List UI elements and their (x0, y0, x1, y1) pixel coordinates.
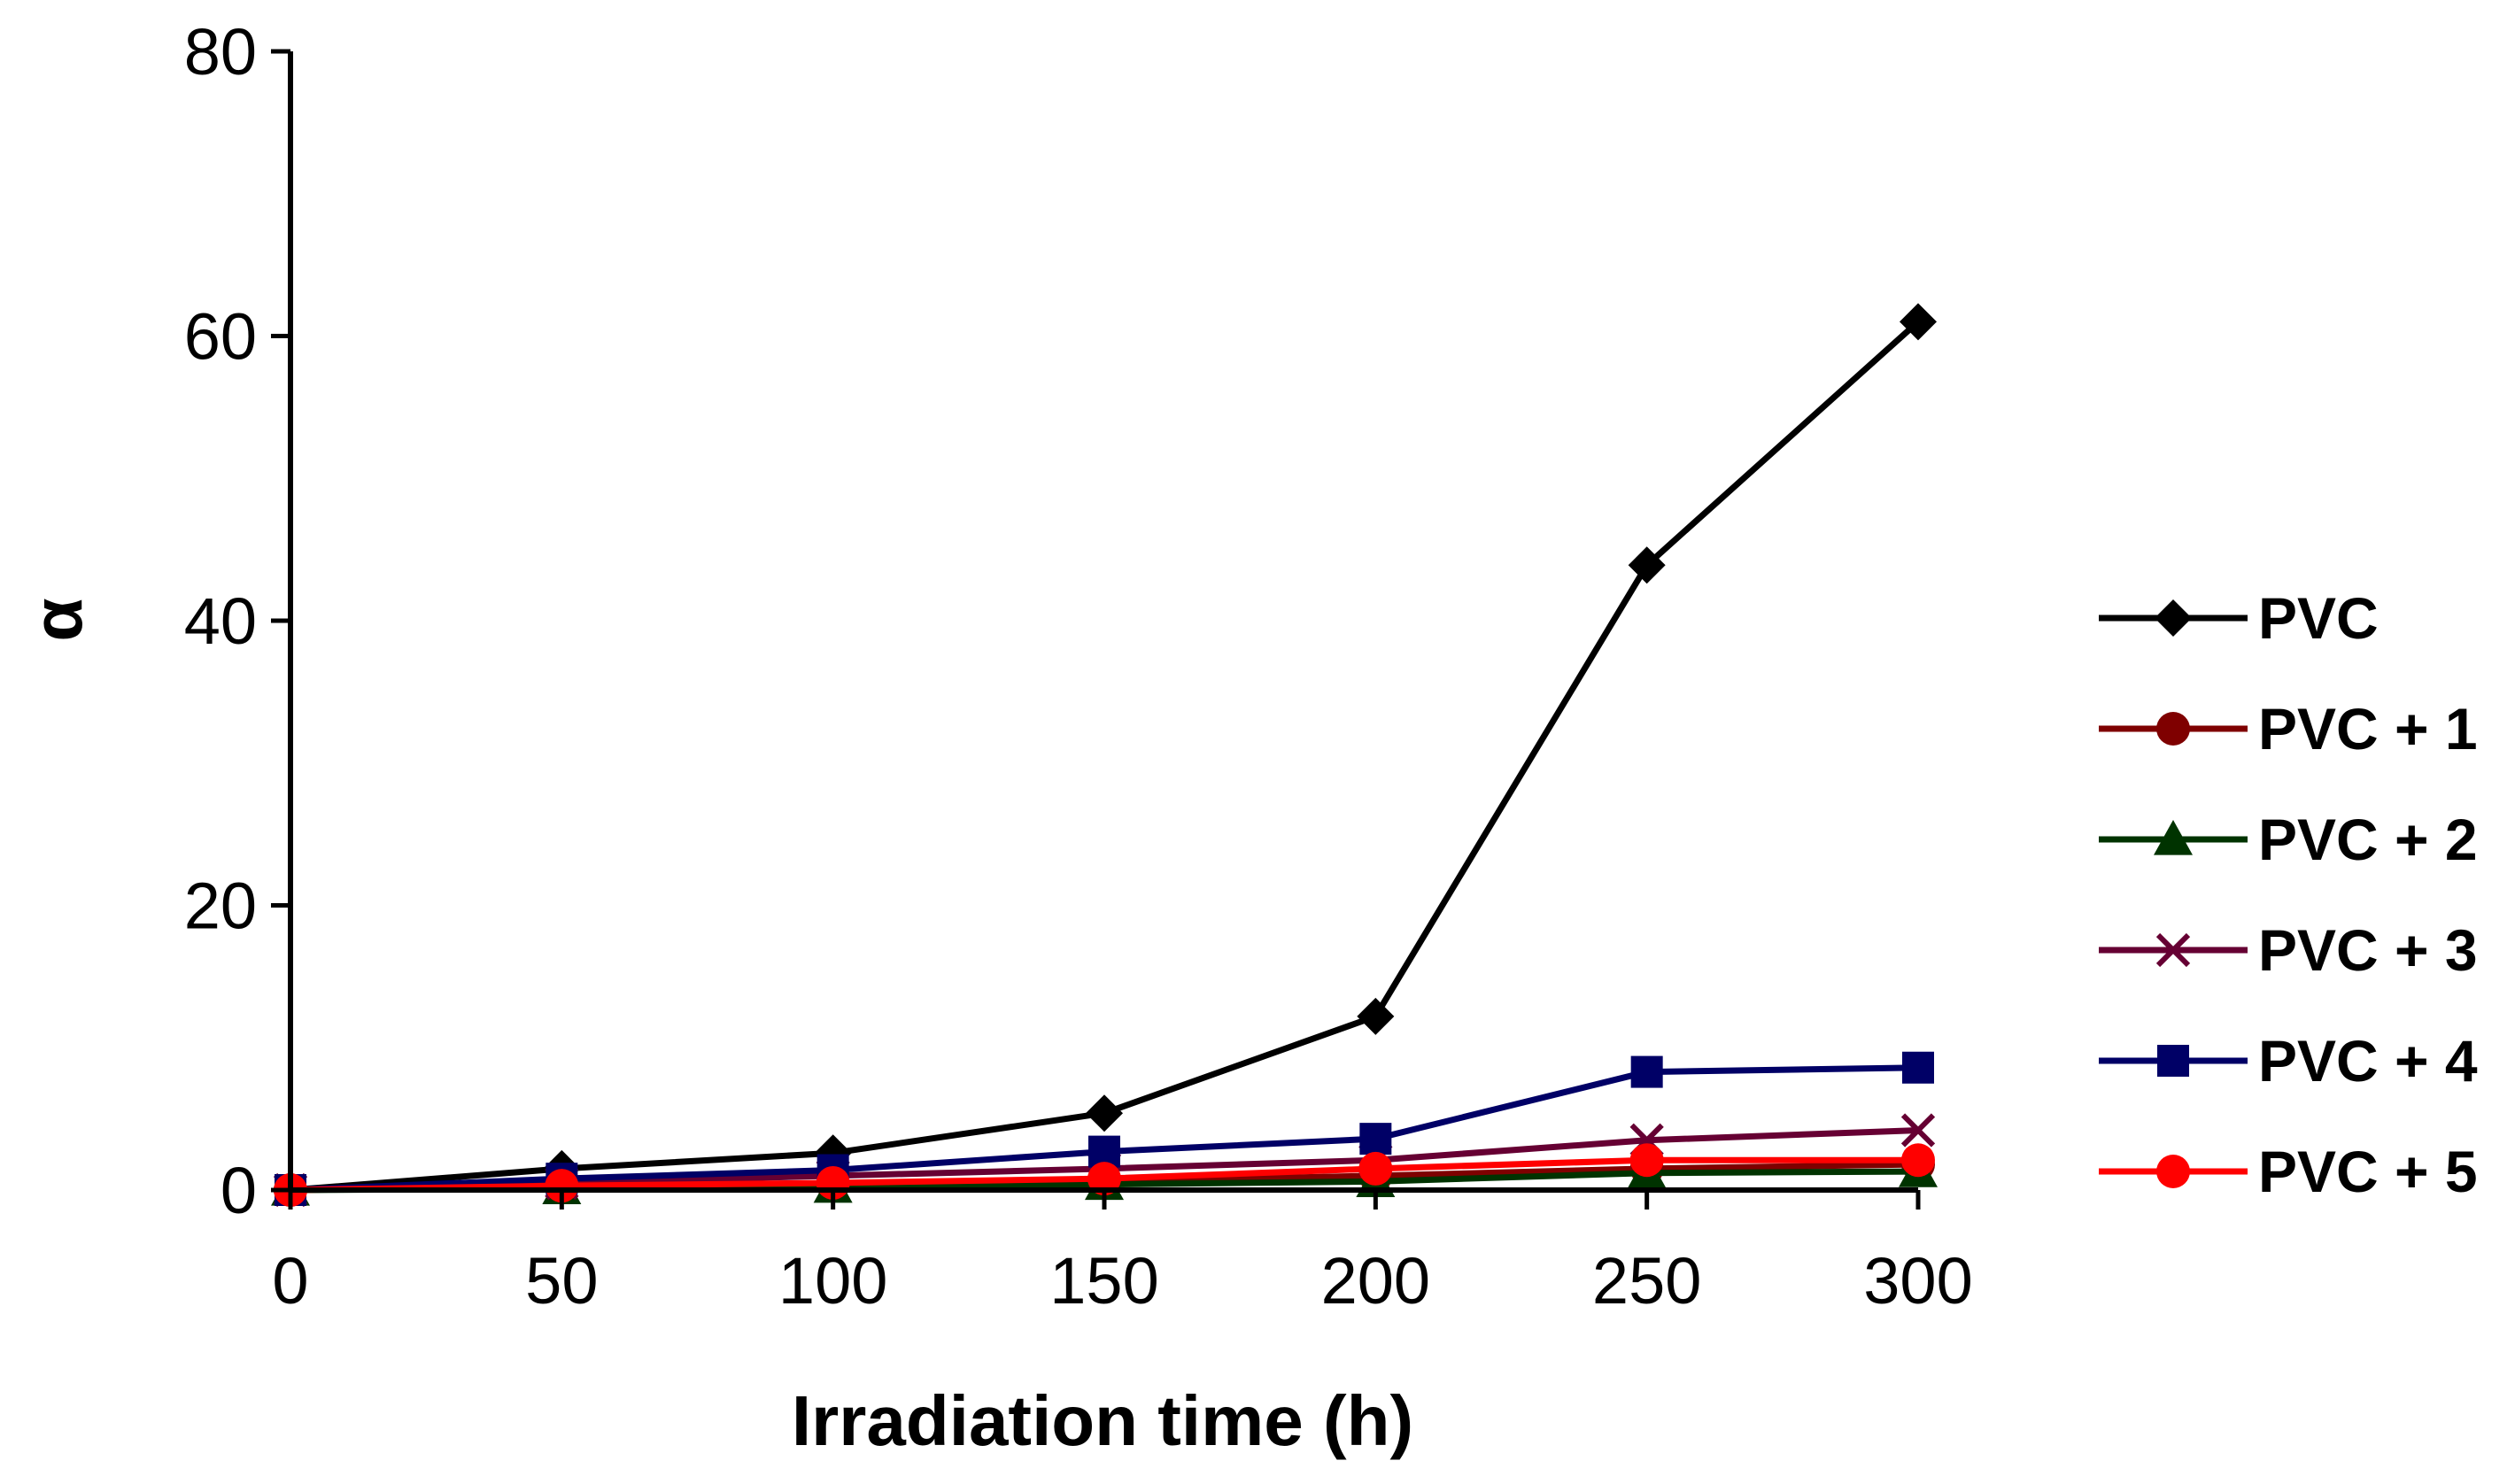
legend-marker-pvc-3-stroke-b (2155, 932, 2191, 968)
x-tick-label: 150 (1049, 1244, 1158, 1318)
y-tick-label: 60 (184, 300, 257, 374)
plot-area (271, 303, 1938, 1209)
legend-label-pvc: PVC (2258, 585, 2379, 651)
data-point-pvc-5-50 (545, 1169, 579, 1203)
data-point-pvc-5-250 (1629, 1143, 1664, 1178)
legend-item-pvc-2: PVC + 2 (2099, 807, 2478, 872)
legend-marker-pvc (2155, 599, 2192, 637)
legend-label-pvc-4: PVC + 4 (2258, 1028, 2478, 1094)
y-tick-label: 20 (184, 870, 257, 943)
data-point-pvc-250 (1628, 546, 1666, 584)
legend-label-pvc-1: PVC + 1 (2258, 696, 2478, 761)
data-point-pvc-4-300 (1902, 1051, 1934, 1084)
data-point-pvc-4-200 (1359, 1123, 1392, 1156)
x-tick-label: 100 (778, 1244, 887, 1318)
legend-item-pvc-3: PVC + 3 (2099, 917, 2478, 983)
legend-item-pvc-1: PVC + 1 (2099, 696, 2478, 761)
data-point-pvc-5-200 (1358, 1151, 1393, 1186)
axes: 0 20 40 60 80 0 50 100 150 200 250 300 (184, 15, 1973, 1318)
legend-label-pvc-3: PVC + 3 (2258, 917, 2478, 983)
legend-label-pvc-2: PVC + 2 (2258, 807, 2478, 872)
series-pvc-5 (274, 1143, 1935, 1207)
x-tick-label: 0 (272, 1244, 308, 1318)
legend-marker-pvc-1 (2156, 712, 2190, 746)
data-point-pvc-5-300 (1901, 1143, 1935, 1178)
data-point-pvc-3-300 (1900, 1113, 1936, 1148)
legend-item-pvc-4: PVC + 4 (2099, 1028, 2478, 1094)
data-point-pvc-150 (1086, 1094, 1123, 1132)
legend-marker-pvc-5 (2156, 1155, 2190, 1188)
legend-marker-pvc-4 (2157, 1045, 2189, 1077)
legend-marker-pvc-3 (2155, 932, 2191, 968)
series-line-pvc (290, 319, 1921, 1194)
legend-item-pvc-5: PVC + 5 (2099, 1139, 2478, 1204)
x-axis-title: Irradiation time (h) (792, 1381, 1413, 1460)
x-tick-label: 200 (1321, 1244, 1430, 1318)
x-tick-label: 300 (1863, 1244, 1972, 1318)
data-point-pvc-300 (1900, 303, 1937, 341)
y-tick-label: 80 (184, 15, 257, 89)
x-tick-label: 250 (1592, 1244, 1701, 1318)
data-point-pvc-4-250 (1630, 1055, 1663, 1088)
y-tick-label: 40 (184, 584, 257, 658)
y-axis-title: α (18, 598, 97, 641)
data-point-pvc-5-150 (1087, 1162, 1121, 1196)
legend-marker-pvc-2 (2154, 820, 2193, 855)
y-tick-label: 0 (221, 1154, 257, 1227)
legend: PVC PVC + 1 PVC + 2 PVC + 3 PVC + 4 PVC + 5 (2099, 585, 2478, 1204)
legend-label-pvc-5: PVC + 5 (2258, 1139, 2478, 1204)
legend-item-pvc: PVC (2099, 585, 2379, 651)
x-tick-label: 50 (525, 1244, 598, 1318)
data-point-pvc-3-300-stroke-b (1900, 1113, 1936, 1148)
data-point-pvc-200 (1357, 997, 1395, 1035)
